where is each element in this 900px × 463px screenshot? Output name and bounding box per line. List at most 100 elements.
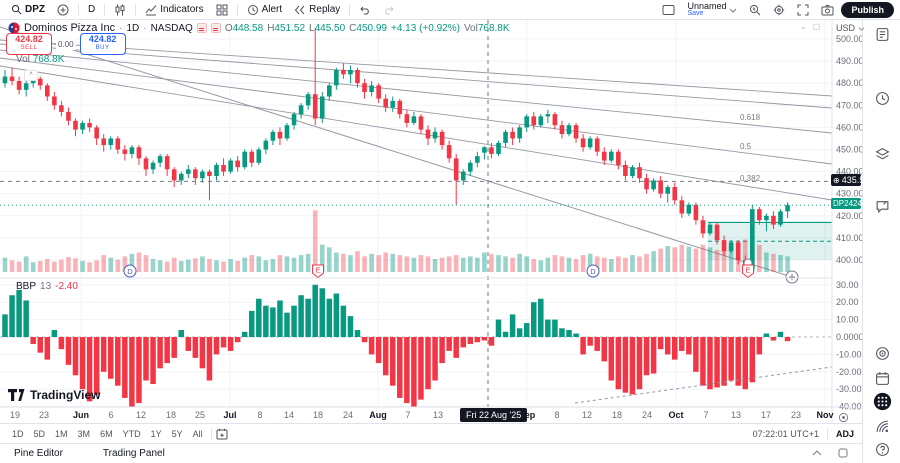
- indicators-button[interactable]: Indicators: [140, 2, 208, 18]
- notifications-mini-icon[interactable]: [210, 23, 221, 33]
- range-button-5y[interactable]: 5Y: [171, 428, 183, 439]
- replay-button[interactable]: Replay: [289, 2, 345, 18]
- sell-button[interactable]: 424.82 SELL: [6, 33, 52, 55]
- volume-bar: [327, 247, 332, 272]
- calendar-icon[interactable]: [872, 368, 892, 388]
- layout-button[interactable]: [657, 2, 680, 18]
- change-value: +4.13 (+0.92%): [391, 22, 460, 34]
- bbp-bar: [382, 337, 389, 376]
- redo-icon: [383, 4, 395, 16]
- currency-selector[interactable]: USD: [836, 23, 865, 33]
- pine-editor-tab[interactable]: Pine Editor: [14, 448, 63, 459]
- earnings-marker[interactable]: [742, 264, 754, 279]
- range-button-3m[interactable]: 3M: [77, 428, 91, 439]
- bbp-bar: [742, 337, 748, 390]
- legend-collapse-button[interactable]: ^: [24, 70, 38, 81]
- volume-value: 768.8K: [477, 22, 510, 34]
- volume-bar: [150, 259, 156, 272]
- candle-body: [587, 138, 593, 148]
- add-alert-plus-icon[interactable]: ⊕: [833, 175, 840, 185]
- indicator-templates-button[interactable]: [211, 2, 233, 18]
- indicators-icon: [145, 4, 157, 16]
- go-to-date-icon[interactable]: [216, 428, 228, 440]
- bbp-tick-label: -10.00: [836, 349, 862, 359]
- pane-maximize-icon[interactable]: ▢: [812, 22, 821, 31]
- bbp-bar: [594, 337, 600, 351]
- streams-icon[interactable]: [872, 416, 892, 436]
- bbp-bar: [249, 310, 255, 337]
- volume-legend[interactable]: Vol 768.8K: [16, 54, 65, 65]
- market-status-icon[interactable]: [196, 23, 207, 33]
- compare-button[interactable]: [52, 2, 74, 18]
- range-button-1m[interactable]: 1M: [55, 428, 68, 439]
- quick-search-button[interactable]: [744, 2, 766, 18]
- alerts-clock-icon[interactable]: [872, 88, 892, 108]
- bbp-bar: [227, 337, 234, 351]
- help-icon[interactable]: [872, 439, 892, 459]
- pane-controls[interactable]: ⌄ ▢: [800, 22, 820, 31]
- screenshot-button[interactable]: [816, 2, 839, 18]
- bbp-bar: [171, 337, 177, 358]
- dividend-marker[interactable]: [123, 264, 137, 278]
- volume-bar: [651, 251, 656, 272]
- range-button-1y[interactable]: 1Y: [150, 428, 162, 439]
- bbp-bar: [37, 337, 43, 353]
- chart-style-button[interactable]: [109, 2, 131, 18]
- bbp-bar: [643, 337, 650, 376]
- earnings-marker[interactable]: [312, 264, 324, 279]
- volume-bar: [439, 257, 445, 272]
- trading-panel-tab[interactable]: Trading Panel: [102, 448, 165, 459]
- spread-value: 0.00: [56, 38, 76, 50]
- price-chart-canvas[interactable]: 500.00 490.00 480.00 470.00 460.00 450.00 440.…: [0, 20, 862, 423]
- pane-collapse-icon[interactable]: ⌄: [800, 22, 807, 31]
- tradingview-watermark[interactable]: TradingView: [8, 388, 100, 402]
- buy-button[interactable]: 424.82 BUY: [79, 33, 126, 55]
- apps-grid-icon[interactable]: [872, 391, 892, 411]
- dividend-marker[interactable]: [586, 264, 600, 278]
- ideas-target-icon[interactable]: [872, 343, 892, 363]
- timescale-settings-icon[interactable]: [838, 410, 849, 428]
- undo-button[interactable]: [354, 2, 376, 18]
- range-button-ytd[interactable]: YTD: [122, 428, 141, 439]
- fullscreen-button[interactable]: [792, 2, 814, 18]
- bbp-bar: [284, 312, 290, 337]
- dividend-marker-label: D: [127, 267, 133, 276]
- chart-pane[interactable]: 500.00 490.00 480.00 470.00 460.00 450.00 440.…: [0, 20, 873, 423]
- range-button-all[interactable]: All: [192, 428, 203, 439]
- layout-icon: [662, 4, 675, 16]
- bbp-bar: [291, 305, 297, 337]
- panel-maximize-icon[interactable]: [838, 448, 848, 460]
- range-button-1d[interactable]: 1D: [12, 428, 24, 439]
- chat-icon[interactable]: [872, 196, 892, 216]
- redo-button[interactable]: [378, 2, 400, 18]
- candles-icon: [114, 4, 126, 16]
- settings-button[interactable]: [768, 2, 790, 18]
- range-button-5d[interactable]: 5D: [33, 428, 46, 439]
- candle-body: [122, 149, 128, 154]
- save-label[interactable]: Save: [687, 9, 704, 17]
- alert-button[interactable]: Alert: [242, 2, 288, 18]
- symbol-search-button[interactable]: DPZ: [6, 2, 50, 18]
- candle-body: [376, 85, 381, 99]
- earnings-marker-label: E: [745, 266, 750, 275]
- volume-bar: [94, 260, 99, 272]
- candle-body: [778, 211, 783, 225]
- layout-name-button[interactable]: Unnamed Save: [682, 1, 742, 18]
- publish-button[interactable]: Publish: [841, 1, 894, 18]
- volume-bar: [115, 259, 121, 272]
- volume-bar: [566, 257, 572, 272]
- bbp-legend[interactable]: BBP 13 -2.40: [16, 281, 78, 292]
- symbol-legend[interactable]: Dominos Pizza Inc · 1D · NASDAQ O448.58 …: [8, 22, 510, 34]
- panel-collapse-icon[interactable]: [812, 449, 822, 459]
- bbp-bar: [136, 337, 142, 404]
- bbp-tick-label: -30.00: [836, 384, 862, 394]
- interval-button[interactable]: D: [88, 4, 96, 15]
- clock-readout[interactable]: 07:22:01 UTC+1: [752, 428, 819, 439]
- watchlist-icon[interactable]: [872, 24, 892, 44]
- object-tree-icon[interactable]: [872, 144, 892, 164]
- bbp-bar: [481, 337, 488, 341]
- volume-bar: [460, 257, 466, 272]
- range-button-6m[interactable]: 6M: [100, 428, 113, 439]
- adj-toggle[interactable]: ADJ: [835, 428, 854, 439]
- candle-body: [312, 94, 318, 119]
